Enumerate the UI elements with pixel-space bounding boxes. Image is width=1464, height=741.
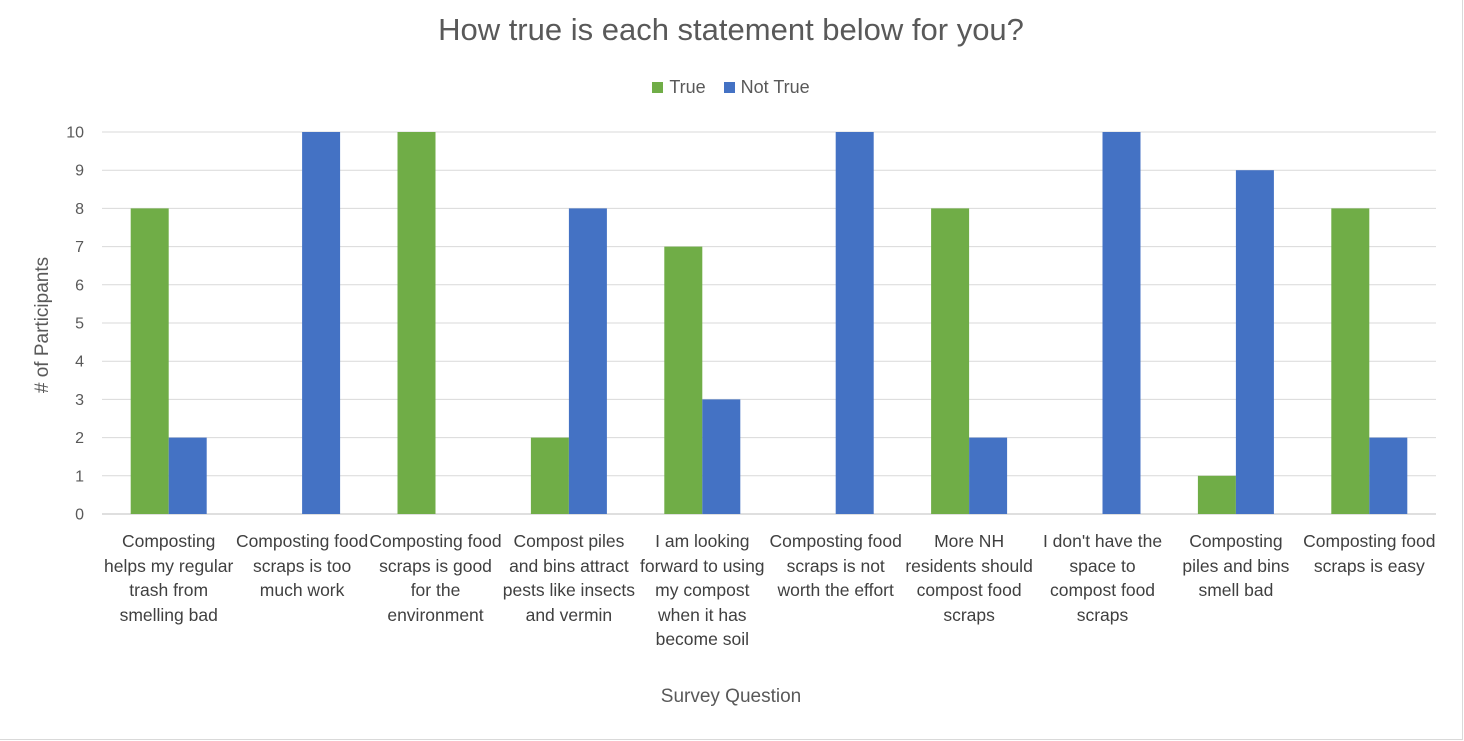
x-tick-label: Composting helps my regular trash from s…: [104, 531, 234, 625]
x-tick-label: I don't have the space to compost food s…: [1042, 531, 1163, 625]
legend-item-true: True: [652, 77, 706, 98]
y-tick-label: 9: [75, 163, 84, 180]
bar-not-true: [1369, 437, 1408, 514]
bar-not-true: [302, 132, 341, 514]
x-tick-label: Composting food scraps is not worth the …: [769, 531, 902, 600]
x-axis-title: Survey Question: [660, 686, 802, 707]
bar-not-true: [969, 437, 1008, 514]
x-tick-label: Composting food scraps is good for the e…: [369, 531, 502, 625]
bar-not-true: [568, 208, 607, 514]
x-tick-label: I am looking forward to using my compost…: [640, 531, 765, 649]
bar-true: [664, 246, 703, 514]
y-tick-label: 4: [75, 354, 84, 371]
x-tick-label: Compost piles and bins attract pests lik…: [502, 531, 636, 625]
y-axis-title: # of Participants: [32, 256, 53, 394]
y-tick-label: 1: [75, 468, 84, 485]
y-tick-label: 2: [75, 430, 84, 447]
y-tick-label: 5: [75, 316, 84, 333]
y-tick-label: 7: [75, 239, 84, 256]
x-tick-label: Composting food scraps is too much work: [235, 531, 369, 600]
bar-not-true: [1102, 132, 1141, 514]
legend-label-not-true: Not True: [740, 77, 810, 97]
y-tick-label: 0: [75, 507, 84, 524]
bar-true: [1331, 208, 1370, 514]
bar-true: [397, 132, 436, 514]
legend-item-not-true: Not True: [723, 77, 810, 98]
bar-not-true: [835, 132, 874, 514]
y-tick-label: 6: [75, 277, 84, 294]
bar-true: [130, 208, 169, 514]
y-tick-label: 8: [75, 201, 84, 218]
bar-not-true: [1235, 170, 1274, 514]
x-tick-label: Composting food scraps is easy: [1303, 531, 1436, 576]
bar-true: [530, 437, 569, 514]
x-tick-label: More NH residents should compost food sc…: [905, 531, 1033, 625]
legend-label-true: True: [669, 77, 706, 97]
y-tick-label: 10: [66, 125, 84, 142]
legend-swatch-true: [652, 82, 664, 93]
bar-not-true: [168, 437, 207, 514]
bar-true: [931, 208, 970, 514]
legend-swatch-not-true: [723, 82, 735, 93]
chart-title: How true is each statement below for you…: [438, 12, 1024, 47]
y-tick-label: 3: [75, 392, 84, 409]
bar-true: [1197, 475, 1236, 514]
bar-not-true: [702, 399, 741, 514]
x-tick-label: Composting piles and bins smell bad: [1182, 531, 1290, 600]
legend: True Not True: [0, 77, 1462, 98]
